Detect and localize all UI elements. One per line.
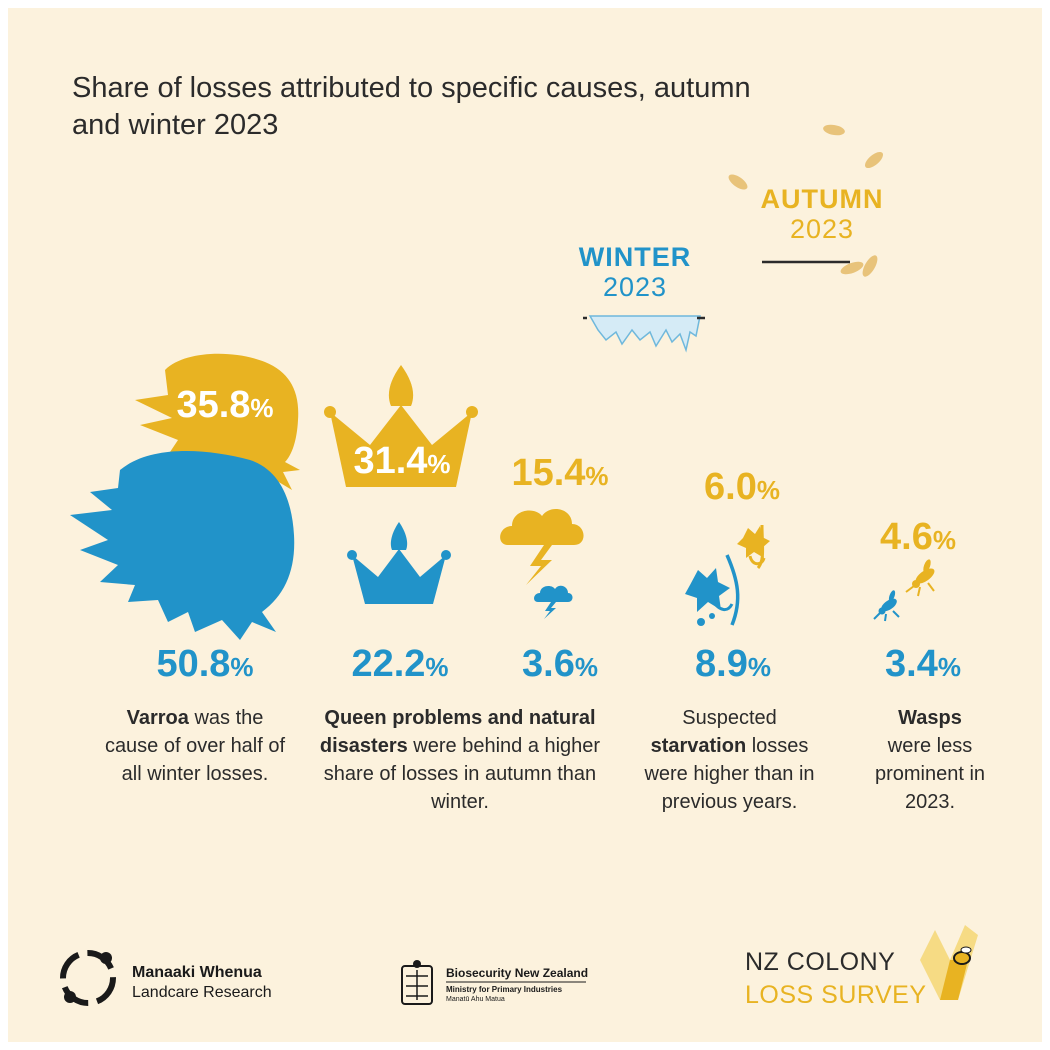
caption-queen-natural-disasters: Queen problems and natural disasters wer… <box>319 707 601 813</box>
caption-wasps: Wasps were less prominent in 2023. <box>874 707 986 813</box>
winter-varroa-mite-icon <box>70 450 295 640</box>
biosecurity-ministry: Ministry for Primary Industries <box>446 985 563 994</box>
nz-coat-of-arms-icon <box>401 960 433 1005</box>
autumn-crown-icon <box>324 365 478 487</box>
manaaki-whenua-logo-icon <box>60 950 116 1006</box>
autumn-wilted-flower-icon <box>737 524 770 569</box>
winter-value-natural-disasters: 3.6% <box>522 643 598 685</box>
winter-storm-cloud-icon <box>534 585 573 619</box>
winter-crown-icon <box>347 522 451 604</box>
survey-title-line1: NZ COLONY <box>745 948 896 976</box>
legend-winter-year: 2023 <box>602 272 668 302</box>
autumn-storm-cloud-icon <box>500 509 584 585</box>
winter-wasp-icon <box>873 590 900 622</box>
leaf-icon <box>728 124 884 277</box>
honeycomb-bee-icon <box>920 925 978 1000</box>
winter-value-wasps: 3.4% <box>885 643 961 685</box>
caption-starvation: Suspected starvation losses were higher … <box>644 707 815 813</box>
winter-value-queen: 22.2% <box>351 643 449 685</box>
autumn-value-wasps: 4.6% <box>880 516 956 558</box>
icicle-icon <box>588 315 701 353</box>
manaaki-whenua-subtitle: Landcare Research <box>132 984 272 1001</box>
legend-winter-label: WINTER <box>578 242 692 272</box>
survey-title-line2: LOSS SURVEY <box>745 981 927 1009</box>
autumn-varroa-mite-icon <box>135 353 300 492</box>
winter-value-starvation: 8.9% <box>695 643 771 685</box>
biosecurity-maori-name: Manatū Ahu Matua <box>446 996 505 1003</box>
autumn-wasp-icon <box>905 559 935 597</box>
winter-value-varroa: 50.8% <box>156 643 254 685</box>
autumn-value-queen: 31.4% <box>353 440 451 482</box>
manaaki-whenua-name: Manaaki Whenua <box>132 964 262 981</box>
legend-autumn-label: AUTUMN <box>760 184 884 214</box>
autumn-value-starvation: 6.0% <box>704 466 780 508</box>
winter-wilted-flower-icon <box>685 554 740 626</box>
autumn-value-natural-disasters: 15.4% <box>511 452 609 494</box>
chart-title: Share of losses attributed to specific c… <box>72 72 751 141</box>
autumn-value-varroa: 35.8% <box>176 384 274 426</box>
caption-varroa: Varroa was the cause of over half of all… <box>104 707 286 785</box>
legend-autumn-year: 2023 <box>789 214 855 244</box>
biosecurity-name: Biosecurity New Zealand <box>446 966 589 980</box>
